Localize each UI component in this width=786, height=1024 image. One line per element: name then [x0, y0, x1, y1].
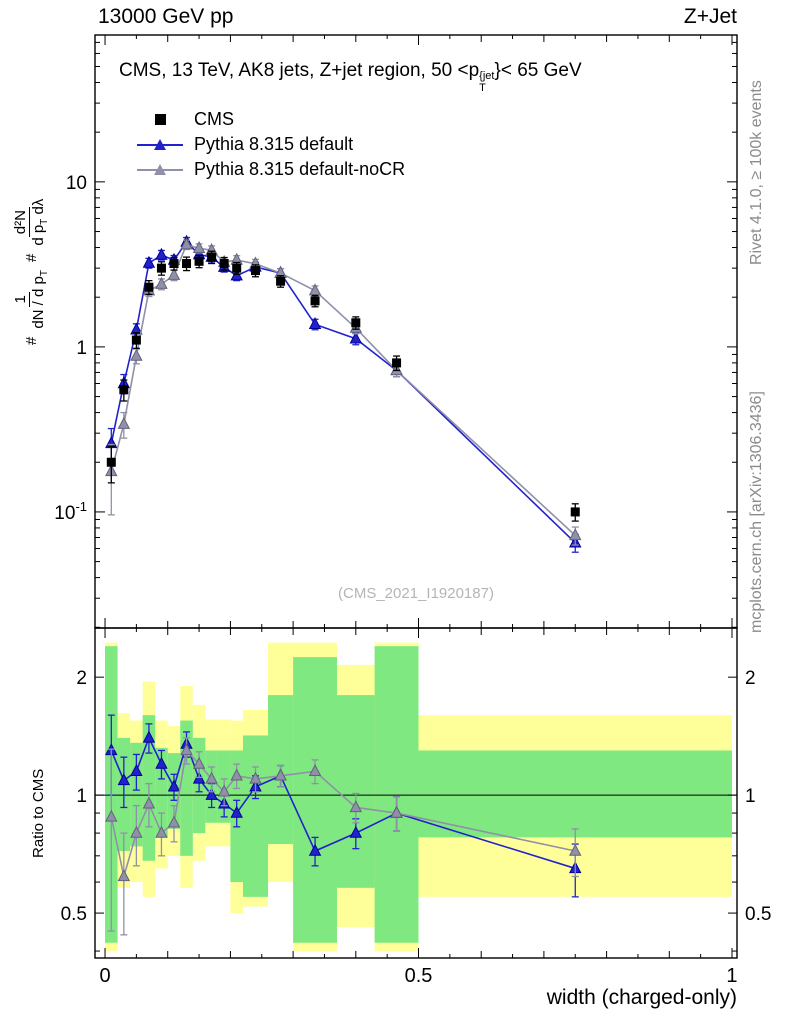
pythia-default-marker-cell	[137, 137, 183, 153]
legend: CMS Pythia 8.315 default Pythia 8.315 de…	[137, 107, 405, 182]
ylabel-fraction-2: d²N d pT dλ	[12, 198, 51, 246]
main-y-axis-label: # 1 dN / d pT # d²N d pT dλ	[12, 199, 51, 345]
legend-label-cms: CMS	[194, 109, 234, 129]
svg-text:1: 1	[726, 965, 737, 987]
svg-text:0.5: 0.5	[405, 965, 433, 987]
legend-item-cms: CMS	[137, 107, 405, 132]
ratio-y-axis-label: Ratio to CMS	[30, 768, 47, 858]
svg-text:1: 1	[76, 338, 87, 359]
beam-energy-label: 13000 GeV pp	[98, 5, 234, 28]
svg-text:1: 1	[745, 786, 756, 807]
ylabel-hash-1: #	[22, 336, 40, 345]
svg-text:2: 2	[76, 668, 87, 689]
x-axis-label: width (charged-only)	[546, 986, 737, 1009]
svg-text:10: 10	[66, 173, 87, 194]
pythia-nocr-marker-cell	[137, 162, 183, 178]
legend-label-pythia-default: Pythia 8.315 default	[194, 134, 354, 154]
cms-marker-cell	[137, 112, 183, 128]
cms-square-marker-icon	[154, 114, 166, 125]
svg-text:0.5: 0.5	[745, 904, 771, 925]
plot-title-text: CMS, 13 TeV, AK8 jets, Z+jet region, 50 …	[119, 60, 480, 81]
analysis-id-watermark: (CMS_2021_I1920187)	[338, 585, 494, 602]
legend-item-pythia-default: Pythia 8.315 default	[137, 132, 405, 157]
ylabel-hash-2: #	[22, 253, 40, 263]
pt-t-subscript: T	[479, 81, 486, 94]
process-label: Z+Jet	[683, 5, 737, 28]
pt-superscript-stack: {jet T	[479, 70, 495, 94]
svg-text:10-1: 10-1	[54, 499, 87, 524]
pythia-default-triangle-marker-icon	[154, 139, 166, 150]
rivet-version-note: Rivet 4.1.0, ≥ 100k events	[748, 80, 765, 265]
legend-item-pythia-nocr: Pythia 8.315 default-noCR	[137, 157, 405, 182]
svg-text:0.5: 0.5	[61, 904, 87, 925]
svg-text:0: 0	[99, 965, 110, 987]
pythia-nocr-triangle-marker-icon	[154, 164, 166, 175]
plot-title-suffix: }< 65 GeV	[494, 60, 582, 81]
pt-jet-superscript: {jet	[479, 70, 495, 82]
legend-label-pythia-nocr: Pythia 8.315 default-noCR	[194, 159, 406, 179]
svg-text:1: 1	[76, 786, 87, 807]
plot-title: CMS, 13 TeV, AK8 jets, Z+jet region, 50 …	[119, 60, 582, 94]
mcplots-reference-note: mcplots.cern.ch [arXiv:1306.3436]	[748, 391, 765, 633]
svg-text:2: 2	[745, 668, 756, 689]
ylabel-fraction-1: 1 dN / d pT	[12, 270, 51, 329]
